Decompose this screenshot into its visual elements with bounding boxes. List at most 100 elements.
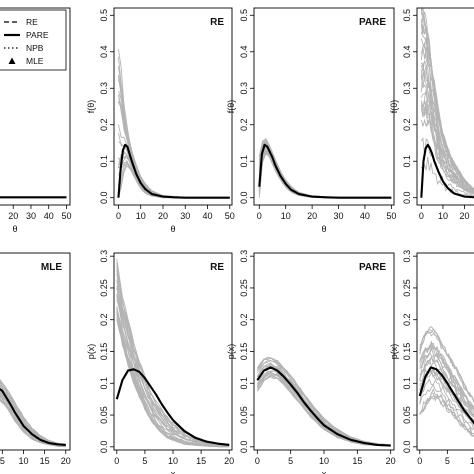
replicate-curve xyxy=(256,371,391,447)
x-tick-label: 20 xyxy=(224,456,234,466)
y-tick-label: 0.25 xyxy=(99,279,109,297)
x-tick-label: 20 xyxy=(158,211,168,221)
replicate-curve xyxy=(420,62,474,193)
x-tick-label: 30 xyxy=(180,211,190,221)
y-tick-label: 0.1 xyxy=(99,155,109,168)
legend-label-pare: PARE xyxy=(26,30,49,40)
replicate-curve xyxy=(420,75,474,194)
x-tick-label: 20 xyxy=(460,211,470,221)
y-tick-label: 0.05 xyxy=(402,406,412,424)
x-tick-label: 0 xyxy=(114,456,119,466)
panel-5: 5 10 15 20 MLE xyxy=(0,252,71,466)
y-tick-label: 0.2 xyxy=(239,118,249,131)
y-tick-label: 0.0 xyxy=(402,441,412,454)
legend-triangle-icon xyxy=(8,57,16,64)
x-tick-label: 15 xyxy=(40,456,50,466)
replicate-curve xyxy=(420,9,474,191)
x-tick-label: 50 xyxy=(225,211,235,221)
replicate-curve xyxy=(118,90,230,199)
y-tick-label: 0.0 xyxy=(99,191,109,204)
x-tick-label: 5 xyxy=(288,456,293,466)
x-axis-label: x xyxy=(322,469,327,474)
x-tick-label: 10 xyxy=(168,456,178,466)
panel-frame xyxy=(113,7,233,206)
replicate-curve xyxy=(419,378,474,430)
panel-title: RE xyxy=(210,262,224,273)
y-tick-label: 0.1 xyxy=(99,377,109,390)
replicate-curve xyxy=(419,340,474,410)
replicate-curve xyxy=(419,358,474,418)
replicate-curve xyxy=(116,310,230,448)
panel-frame xyxy=(416,7,474,206)
replicate-curve xyxy=(256,371,391,447)
x-tick-label: 0 xyxy=(419,211,424,221)
x-axis-label: θ xyxy=(170,224,175,234)
legend-label-npb: NPB xyxy=(26,43,44,53)
x-tick-label: 20 xyxy=(61,456,71,466)
replicate-curve xyxy=(256,370,391,447)
replicate-curve xyxy=(256,372,391,447)
y-tick-label: 0.05 xyxy=(239,406,249,424)
x-tick-label: 40 xyxy=(203,211,213,221)
y-tick-label: 0.15 xyxy=(99,343,109,361)
series-line xyxy=(0,387,66,446)
replicate-curve xyxy=(118,95,230,199)
y-tick-label: 0.05 xyxy=(99,406,109,424)
y-tick-label: 0.3 xyxy=(239,82,249,95)
replicate-curve xyxy=(256,376,391,447)
replicate-curve xyxy=(118,101,230,199)
x-axis-label: x xyxy=(171,469,176,474)
y-tick-label: 0.0 xyxy=(402,191,412,204)
y-tick-label: 0.1 xyxy=(239,155,249,168)
y-tick-label: 0.4 xyxy=(99,46,109,59)
replicate-curve xyxy=(118,80,230,199)
y-tick-label: 0.3 xyxy=(402,250,412,263)
x-axis-label: θ xyxy=(12,224,17,234)
series-line xyxy=(258,143,392,199)
x-tick-label: 10 xyxy=(319,456,329,466)
x-tick-label: 10 xyxy=(18,456,28,466)
panel-8: 0 5 10 0.0 0.05 0.1 0.15 0.2 0.25 0.3 p(x) xyxy=(389,250,474,466)
series-line xyxy=(117,143,230,199)
x-tick-label: 10 xyxy=(470,456,474,466)
y-tick-label: 0.3 xyxy=(99,250,109,263)
replicate-curve xyxy=(419,371,474,426)
y-tick-label: 0.2 xyxy=(99,313,109,326)
replicate-curve xyxy=(420,89,474,194)
x-tick-label: 40 xyxy=(360,211,370,221)
y-axis-label: p(x) xyxy=(389,344,399,360)
panel-4: 0 10 20 0.0 0.1 0.2 0.3 0.4 0.5 f(θ) xyxy=(389,7,474,221)
replicate-curve xyxy=(419,384,474,431)
y-axis-label: f(θ) xyxy=(226,100,236,114)
x-tick-label: 5 xyxy=(445,456,450,466)
panel-title: PARE xyxy=(359,262,386,273)
replicate-curve xyxy=(420,20,474,191)
plot-area xyxy=(0,379,66,448)
replicate-curve xyxy=(258,140,392,199)
replicate-curve xyxy=(420,60,474,193)
x-tick-label: 50 xyxy=(386,211,396,221)
replicate-curve xyxy=(118,151,230,199)
panel-7: 0 5 10 15 20 x 0.0 0.05 0.1 0.15 0.2 0.25 0.3 p(x) PAR… xyxy=(226,250,396,474)
x-tick-label: 30 xyxy=(334,211,344,221)
series-line xyxy=(256,366,391,447)
x-tick-label: 0 xyxy=(255,456,260,466)
replicate-curve xyxy=(419,328,474,402)
replicate-curve xyxy=(256,376,391,447)
y-tick-label: 0.4 xyxy=(239,46,249,59)
x-tick-label: 0 xyxy=(116,211,121,221)
x-tick-label: 15 xyxy=(352,456,362,466)
replicate-curve xyxy=(419,345,474,412)
panel-1: 20 30 40 50 θ RE PARE NPB MLE xyxy=(0,7,71,234)
x-tick-label: 30 xyxy=(26,211,36,221)
panel-3: 0 10 20 30 40 50 θ 0.0 0.1 0.2 0.3 0.4 0.5 f(θ) PARE xyxy=(226,7,396,234)
replicate-curve xyxy=(257,357,391,446)
plot-area xyxy=(117,49,230,199)
replicate-curve xyxy=(118,101,230,199)
y-axis-label: f(θ) xyxy=(86,100,96,114)
x-tick-label: 10 xyxy=(281,211,291,221)
y-tick-label: 0.0 xyxy=(239,441,249,454)
replicate-curve xyxy=(419,355,474,417)
x-tick-label: 20 xyxy=(307,211,317,221)
replicate-curve xyxy=(256,374,391,447)
